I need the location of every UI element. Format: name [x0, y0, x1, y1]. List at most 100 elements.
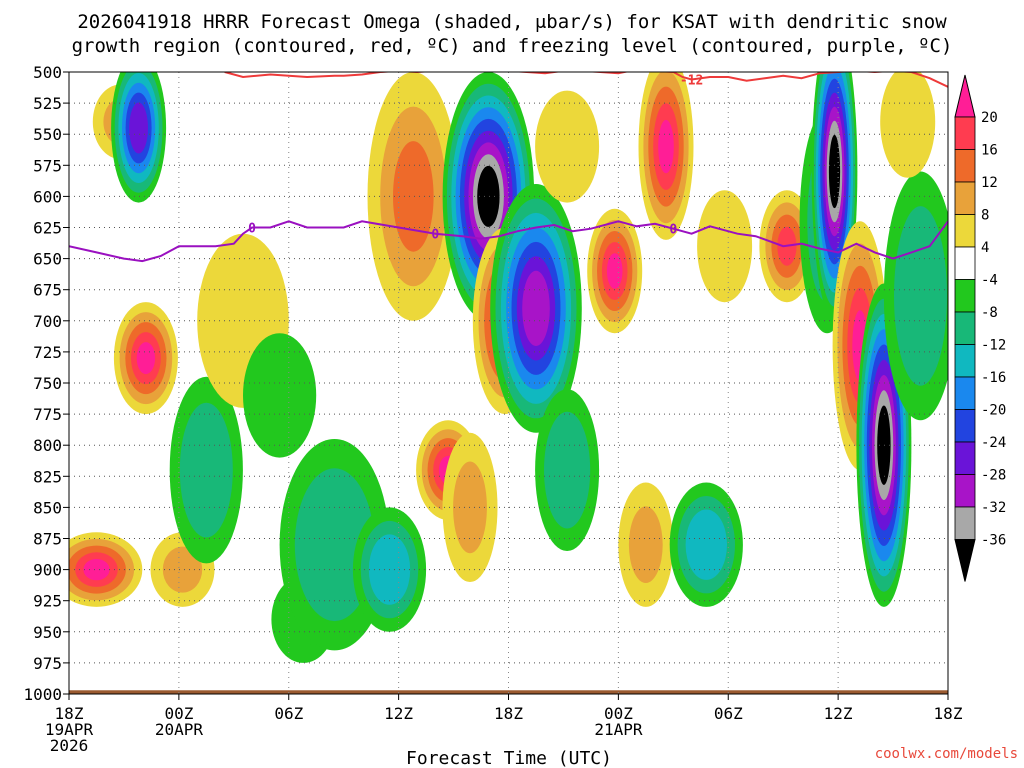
colorbar-bin: [954, 246, 976, 280]
colorbar-bin: [954, 181, 976, 215]
omega-feature: [113, 302, 178, 415]
y-tick-label: 850: [33, 498, 62, 517]
grid-lines: [69, 72, 948, 694]
x-tick-label: 06Z: [274, 704, 303, 723]
y-tick-label: 975: [33, 654, 62, 673]
x-tick-label: 00Z: [164, 704, 193, 723]
freezing-level-line-label: 0: [248, 222, 256, 237]
omega-feature: [535, 90, 600, 203]
chart-title-line2: growth region (contoured, red, ºC) and f…: [72, 35, 953, 57]
omega-feature: [243, 333, 317, 458]
colorbar-bottom-triangle: [954, 539, 976, 582]
omega-level: [658, 119, 674, 174]
y-tick-label: 675: [33, 281, 62, 300]
omega-level: [879, 420, 889, 470]
colorbar-bin: [954, 311, 976, 345]
colorbar-bin: [954, 279, 976, 313]
x-tick-label: 06Z: [714, 704, 743, 723]
omega-level: [453, 461, 487, 554]
omega-feature: [697, 190, 753, 303]
omega-feature: [69, 532, 143, 607]
y-tick-label: 725: [33, 343, 62, 362]
x-tick-label: 00Z: [604, 704, 633, 723]
omega-feature: [111, 72, 167, 203]
y-tick-label: 775: [33, 405, 62, 424]
omega-level: [904, 240, 937, 352]
omega-feature: [880, 72, 936, 178]
omega-level: [190, 428, 223, 512]
y-tick-label: 875: [33, 530, 62, 549]
colorbar-label: -32: [981, 500, 1006, 516]
omega-feature: [367, 72, 460, 321]
omega-feature: [169, 376, 243, 564]
omega-level: [481, 177, 496, 216]
y-tick-label: 525: [33, 94, 62, 113]
colorbar-bin: [954, 376, 976, 410]
colorbar-bin: [954, 506, 976, 540]
omega-level: [831, 149, 838, 194]
colorbar-bin: [954, 149, 976, 183]
omega-feature: [490, 184, 582, 433]
chart-title-line1: 2026041918 HRRR Forecast Omega (shaded, …: [77, 11, 947, 33]
plot-area: 0 0 0 -12: [69, 72, 948, 694]
y-tick-label: 800: [33, 436, 62, 455]
colorbar-label: -8: [981, 305, 998, 321]
omega-feature: [618, 482, 674, 607]
dgz-line: [224, 72, 948, 88]
x-tick-label: 21APR: [594, 720, 643, 739]
colorbar-label: -36: [981, 533, 1006, 549]
y-tick-label: 700: [33, 312, 62, 331]
omega-level: [136, 342, 156, 375]
colorbar-label: 8: [981, 208, 989, 224]
credit-text: coolwx.com/models: [875, 746, 1018, 762]
y-tick-label: 900: [33, 561, 62, 580]
x-tick-label: 18Z: [494, 704, 523, 723]
x-tick-label: 2026: [50, 736, 89, 755]
omega-level: [393, 141, 434, 252]
x-tick-label: 18Z: [934, 704, 963, 723]
omega-level: [527, 285, 545, 332]
colorbar-label: -16: [981, 370, 1006, 386]
colorbar-bin: [954, 116, 976, 150]
colorbar-bin: [954, 344, 976, 378]
colorbar: 20 16 12 8 4 -4 -8 -12 -16 -20 -24 -28 -32 -36: [954, 74, 1006, 582]
colorbar-bin: [954, 409, 976, 443]
x-tick-label: 18Z: [55, 704, 84, 723]
colorbar-label: -28: [981, 468, 1006, 484]
omega-level: [162, 546, 203, 593]
y-tick-label: 650: [33, 250, 62, 269]
y-tick-label: 600: [33, 187, 62, 206]
omega-feature: [669, 482, 743, 607]
y-tick-label: 750: [33, 374, 62, 393]
colorbar-label: 4: [981, 240, 989, 256]
omega-feature: [883, 171, 948, 421]
colorbar-bin: [954, 474, 976, 508]
omega-level: [310, 497, 359, 592]
y-tick-label: 575: [33, 156, 62, 175]
colorbar-label: 20: [981, 110, 998, 126]
contour-lines: 0 0 0 -12: [69, 72, 948, 263]
colorbar-bin: [954, 441, 976, 475]
omega-level: [83, 558, 110, 581]
colorbar-top-triangle: [954, 74, 976, 118]
freezing-level-line-label: 0: [431, 228, 439, 243]
y-tick-label: 825: [33, 467, 62, 486]
y-tick-label: 625: [33, 219, 62, 238]
colorbar-bin: [954, 214, 976, 248]
x-axis-label: Forecast Time (UTC): [406, 748, 612, 768]
omega-feature: [638, 72, 694, 240]
omega-level: [693, 523, 719, 567]
omega-shading: [69, 72, 948, 663]
colorbar-label: 16: [981, 143, 998, 159]
y-tick-label: 500: [33, 63, 62, 82]
y-tick-label: 925: [33, 592, 62, 611]
omega-level: [535, 90, 600, 203]
omega-level: [552, 434, 582, 506]
omega-feature: [442, 432, 498, 582]
colorbar-label: -24: [981, 435, 1006, 451]
x-tick-label: 12Z: [824, 704, 853, 723]
y-tick-label: 950: [33, 623, 62, 642]
dgz-line-label: -12: [680, 74, 703, 89]
